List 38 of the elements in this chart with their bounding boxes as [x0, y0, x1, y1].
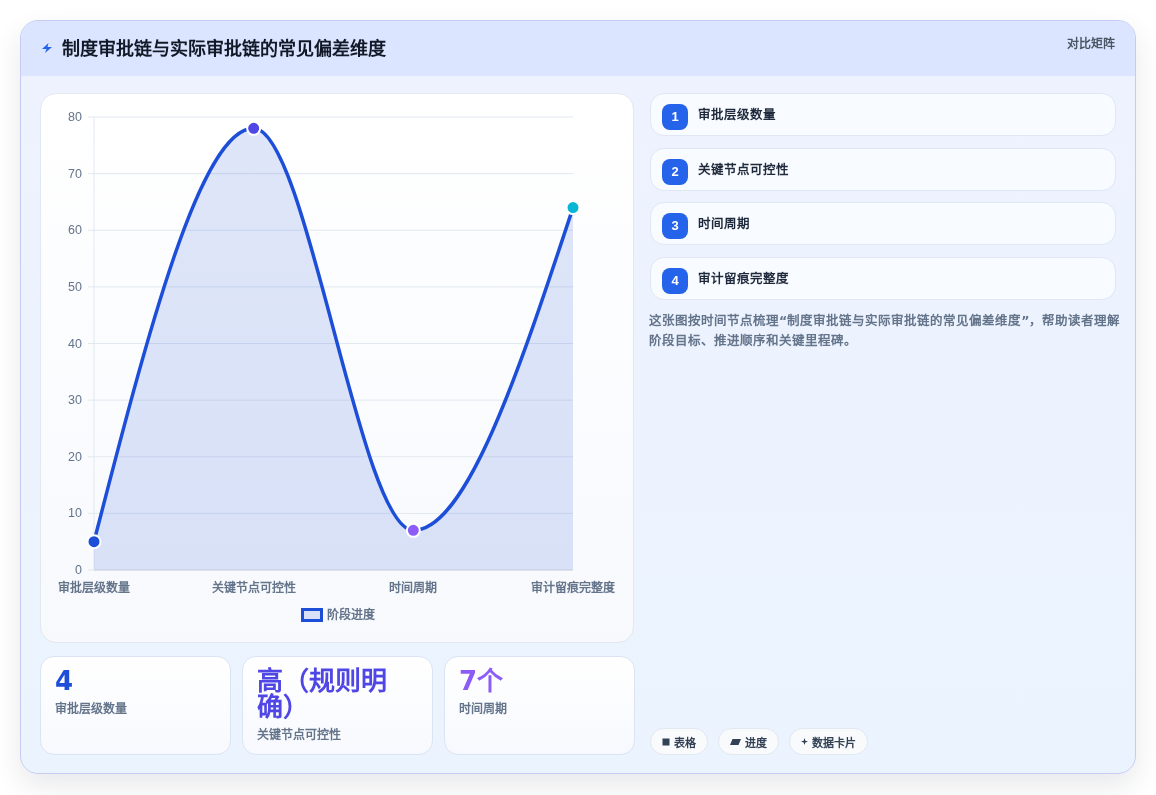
y-tick-label: 10 [68, 506, 83, 521]
x-tick-label: 审计留痕完整度 [531, 580, 616, 595]
text: 数据卡片 [812, 735, 856, 750]
category-label: 审批层级数量 [698, 106, 776, 124]
data-label: 2 [662, 158, 688, 185]
data-label: 1 [662, 104, 688, 130]
point [86, 534, 102, 550]
y-tick-label: 80 [68, 110, 83, 124]
point [565, 200, 581, 216]
data-label: 4 [662, 268, 688, 295]
text: 7个 [459, 666, 505, 696]
y-tick-label: 50 [68, 279, 83, 294]
category-label: 审计留痕完整度 [698, 270, 789, 289]
y-tick-label: 0 [75, 563, 83, 577]
x-tick-label: 审批层级数量 [58, 580, 130, 595]
y-tick-label: 60 [68, 223, 83, 238]
text: 关键节点可控性 [257, 727, 342, 743]
point [405, 522, 421, 538]
text: 时间周期 [459, 701, 508, 717]
text: 4 [55, 666, 75, 696]
x-tick-label: 时间周期 [389, 580, 438, 595]
y-tick-label: 40 [68, 336, 83, 351]
y-tick-label: 70 [68, 166, 83, 181]
x-tick-label: 关键节点可控性 [211, 580, 296, 595]
text: 审批层级数量 [55, 701, 128, 717]
category-label: 时间周期 [698, 215, 750, 234]
text: 对比矩阵 [1067, 35, 1115, 53]
y-tick-label: 20 [68, 449, 83, 464]
y-tick-label: 30 [68, 393, 83, 408]
data-label: 3 [662, 213, 688, 240]
chart-title: 制度审批链与实际审批链的常见偏差维度 [62, 37, 386, 61]
text: 进度 [745, 735, 767, 750]
text: 高（规则明确） [257, 666, 388, 722]
point [246, 120, 262, 136]
text: 这张图按时间节点梳理“制度审批链与实际审批链的常见偏差维度”，帮助读者理解阶段目标、推进顺序和关键里程碑。 [649, 312, 1121, 350]
category-label: 关键节点可控性 [698, 160, 789, 179]
legend-label: 阶段进度 [327, 607, 376, 622]
text: 表格 [674, 735, 696, 750]
